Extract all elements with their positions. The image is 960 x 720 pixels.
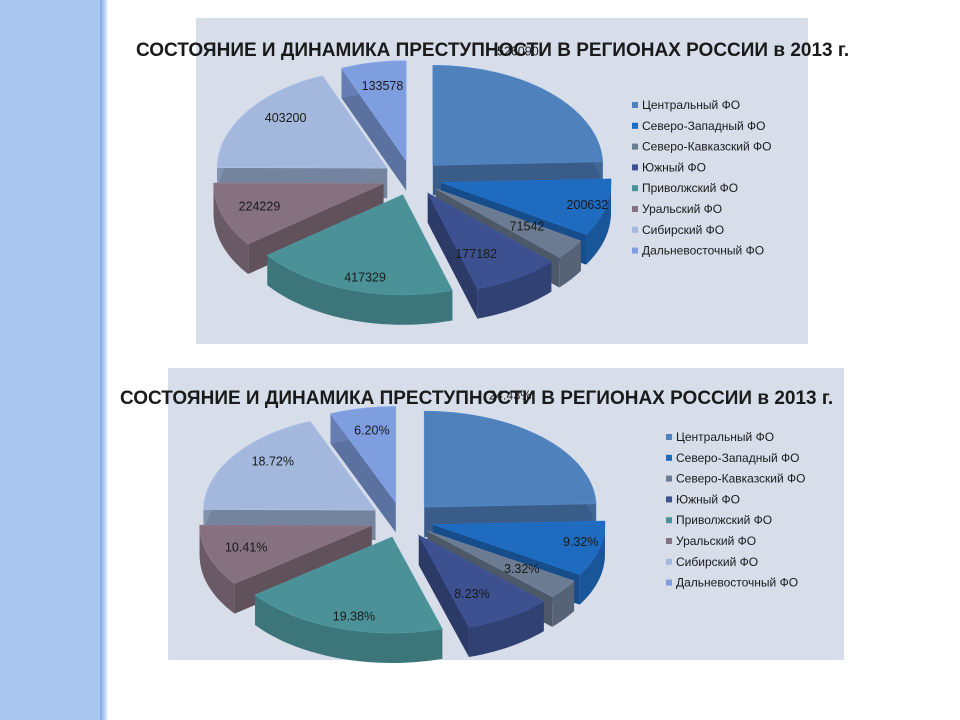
data-label: 24.43% bbox=[489, 388, 531, 402]
legend-swatch bbox=[666, 475, 672, 482]
legend-swatch bbox=[632, 247, 638, 254]
legend-label: Дальневосточный ФО bbox=[642, 244, 764, 258]
legend-swatch bbox=[632, 226, 638, 233]
pie-slice-0 bbox=[432, 64, 604, 166]
pie-slice-2 bbox=[435, 188, 582, 258]
legend-swatch bbox=[632, 102, 638, 108]
pie-slice-0 bbox=[423, 410, 597, 508]
pie-chart-percent: 24.43% 9.32% 3.32% 8.23% 19.38% 10.41% 18.72% 6… bbox=[199, 388, 806, 663]
legend-swatch bbox=[632, 185, 638, 192]
data-label: 9.32% bbox=[563, 535, 598, 549]
data-label: 417329 bbox=[344, 270, 386, 284]
data-label: 71542 bbox=[510, 220, 545, 234]
pie-slice-3 bbox=[418, 534, 545, 628]
pie-slice-wall bbox=[341, 68, 407, 191]
pie-slice-wall bbox=[418, 535, 469, 658]
legend-label: Приволжский ФО bbox=[676, 513, 772, 527]
data-label: 19.38% bbox=[333, 610, 375, 624]
pie-slice-rim bbox=[586, 178, 612, 265]
data-label: 177182 bbox=[455, 247, 497, 261]
legend-swatch bbox=[666, 579, 672, 586]
pie-slice-6 bbox=[216, 75, 388, 169]
pie-slice-rim bbox=[552, 581, 575, 627]
pie-slice-wall bbox=[330, 413, 396, 533]
pie-slice-wall bbox=[427, 193, 478, 319]
data-label: 526090 bbox=[497, 44, 539, 58]
data-label: 8.23% bbox=[454, 587, 489, 601]
pie-slice-1 bbox=[432, 520, 606, 576]
legend-label: Сибирский ФО bbox=[676, 555, 758, 569]
chart-title-top: СОСТОЯНИЕ И ДИНАМИКА ПРЕСТУПНОСТИ В РЕГИ… bbox=[136, 40, 850, 61]
legend-label: Северо-Кавказский ФО bbox=[642, 140, 772, 154]
legend-swatch bbox=[666, 558, 672, 565]
pie-slice-4 bbox=[266, 194, 453, 296]
legend-label: Приволжский ФО bbox=[642, 181, 738, 195]
legend-swatch bbox=[632, 122, 638, 129]
legend-swatch bbox=[632, 164, 638, 171]
legend-label: Северо-Западный ФО bbox=[676, 451, 799, 465]
legend-swatch bbox=[666, 538, 672, 544]
data-label: 18.72% bbox=[252, 454, 294, 468]
legend-swatch bbox=[632, 143, 638, 150]
side-bar-edge bbox=[100, 0, 108, 720]
pie-slice-rim bbox=[213, 183, 249, 275]
legend-label: Центральный ФО bbox=[642, 98, 740, 112]
pie-slice-rim bbox=[267, 255, 453, 325]
pie-slice-rim bbox=[559, 240, 581, 288]
pie-slice-5 bbox=[213, 182, 384, 245]
pie-slice-7 bbox=[341, 60, 407, 162]
legend-label: Дальневосточный ФО bbox=[676, 576, 798, 590]
pie-slice-rim bbox=[468, 601, 544, 658]
legend-label: Уральский ФО bbox=[642, 202, 722, 216]
data-label: 6.20% bbox=[354, 424, 389, 438]
pie-slice-6 bbox=[203, 420, 377, 511]
legend-label: Центральный ФО bbox=[676, 430, 774, 444]
pie-slice-7 bbox=[329, 406, 397, 504]
legend-label: Уральский ФО bbox=[676, 534, 756, 548]
data-label: 10.41% bbox=[225, 541, 267, 555]
legend-swatch bbox=[666, 496, 672, 503]
legend-label: Южный ФО bbox=[676, 492, 740, 506]
legend-swatch bbox=[666, 517, 672, 524]
data-label: 3.32% bbox=[504, 562, 539, 576]
data-label: 133578 bbox=[362, 79, 404, 93]
legend-label: Сибирский ФО bbox=[642, 223, 724, 237]
legend-swatch bbox=[632, 206, 638, 212]
data-label: 200632 bbox=[567, 198, 609, 212]
chart-title-bottom: СОСТОЯНИЕ И ДИНАМИКА ПРЕСТУПНОСТИ В РЕГИ… bbox=[120, 388, 834, 409]
pie-slice-2 bbox=[427, 530, 575, 598]
side-bar bbox=[0, 0, 100, 720]
pie-slice-4 bbox=[254, 536, 443, 634]
legend-swatch bbox=[666, 434, 672, 440]
pie-slice-5 bbox=[199, 524, 372, 585]
legend-label: Северо-Западный ФО bbox=[642, 119, 765, 133]
pie-chart-counts: 526090 200632 71542 177182 417329 224229 40320… bbox=[213, 44, 772, 325]
pie-slice-3 bbox=[427, 192, 552, 289]
pie-slice-1 bbox=[440, 178, 612, 236]
pie-slice-rim bbox=[579, 521, 605, 605]
data-label: 403200 bbox=[265, 111, 307, 125]
legend-swatch bbox=[666, 454, 672, 461]
legend-label: Южный ФО bbox=[642, 160, 706, 174]
legend-label: Северо-Кавказский ФО bbox=[676, 472, 806, 486]
data-label: 224229 bbox=[239, 199, 281, 213]
pie-slice-rim bbox=[199, 525, 235, 614]
pie-slice-rim bbox=[255, 595, 443, 663]
pie-slice-rim bbox=[477, 261, 552, 319]
